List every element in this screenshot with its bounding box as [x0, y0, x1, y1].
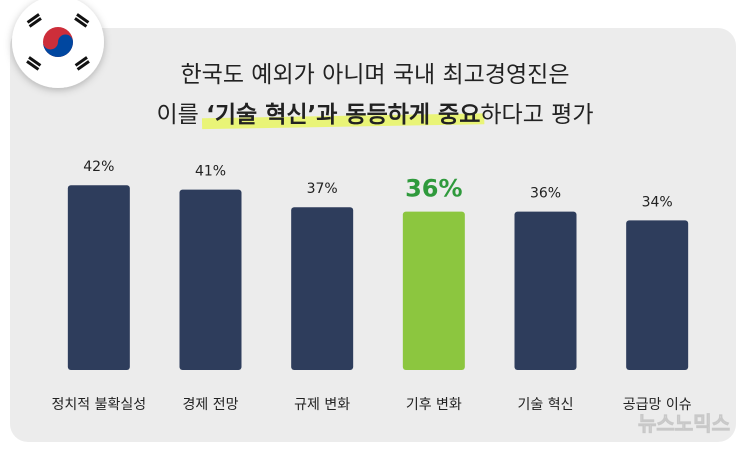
bar — [514, 211, 577, 370]
value-label: 37% — [307, 181, 338, 197]
title-line: 이를 ‘기술 혁신’과 동등하게 중요하다고 평가 — [156, 102, 593, 128]
category-label: 규제 변화 — [294, 397, 350, 413]
category-label: 기술 혁신 — [518, 397, 574, 413]
category-label: 기후 변화 — [406, 397, 462, 413]
title-segment: 하다고 평가 — [480, 102, 593, 128]
flag — [12, 0, 104, 88]
bar — [626, 220, 689, 370]
value-label: 42% — [83, 159, 114, 175]
value-label: 41% — [195, 164, 226, 180]
title-segment: ‘기술 혁신’과 동등하게 중요 — [206, 102, 480, 128]
value-label: 34% — [642, 194, 673, 210]
value-label: 36% — [405, 175, 462, 203]
value-label: 36% — [530, 186, 561, 202]
title-segment: 이를 — [156, 102, 206, 128]
bar — [179, 189, 242, 370]
bar — [402, 211, 465, 370]
highlight — [201, 113, 485, 130]
category-label: 경제 전망 — [183, 397, 239, 413]
bar — [291, 207, 354, 370]
title-line: 한국도 예외가 아니며 국내 최고경영진은 — [181, 62, 570, 88]
bar — [67, 185, 130, 370]
watermark: 뉴스노믹스 — [638, 412, 730, 436]
category-label: 정치적 불확실성 — [52, 397, 147, 413]
category-label: 공급망 이슈 — [623, 397, 692, 413]
title-segment: 한국도 예외가 아니며 국내 최고경영진은 — [181, 62, 570, 88]
